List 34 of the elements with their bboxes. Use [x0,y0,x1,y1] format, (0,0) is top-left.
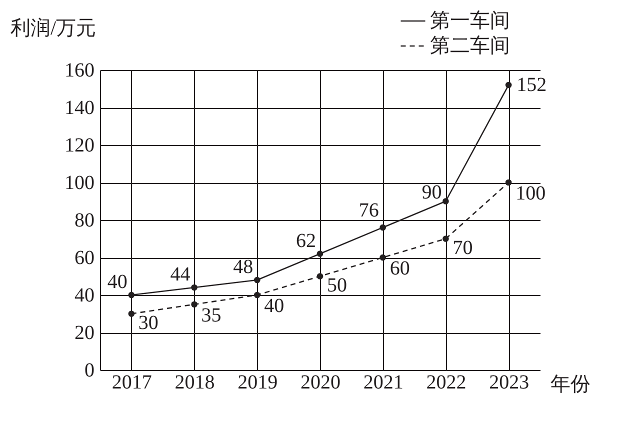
data-label: 30 [138,312,158,334]
data-label: 70 [452,236,473,259]
y-tick-label: 140 [64,97,94,119]
x-tick-label: 2023 [489,372,530,394]
data-label: 152 [516,74,547,96]
y-tick-label: 20 [74,322,94,344]
legend-label: 第二车间 [430,35,510,57]
y-tick-label: 40 [74,284,94,306]
y-tick-label: 60 [74,247,94,269]
data-label: 100 [516,182,546,204]
data-label: 40 [107,271,128,293]
data-label: 76 [358,200,379,222]
data-label: 35 [201,304,222,326]
data-label: 40 [264,295,284,317]
x-tick-label: 2018 [174,372,215,394]
data-label: 62 [296,230,316,252]
x-tick-label: 2022 [426,372,466,394]
data-label: 44 [170,264,190,286]
data-label: 90 [422,181,442,204]
y-tick-label: 0 [84,360,94,382]
x-tick-label: 2021 [363,372,404,394]
x-tick-label: 2019 [238,372,278,394]
y-tick-label: 80 [74,210,94,232]
data-label: 48 [233,256,254,278]
y-tick-label: 100 [64,172,94,194]
data-label: 50 [327,274,347,296]
y-tick-label: 160 [64,60,94,82]
x-tick-label: 2017 [112,372,152,394]
y-axis-title: 利润/万元 [10,18,96,40]
data-label: 60 [390,258,410,280]
x-axis-title: 年份 [550,374,590,396]
x-tick-label: 2020 [300,372,340,394]
y-tick-label: 120 [64,134,94,156]
legend-label: 第一车间 [430,10,510,32]
